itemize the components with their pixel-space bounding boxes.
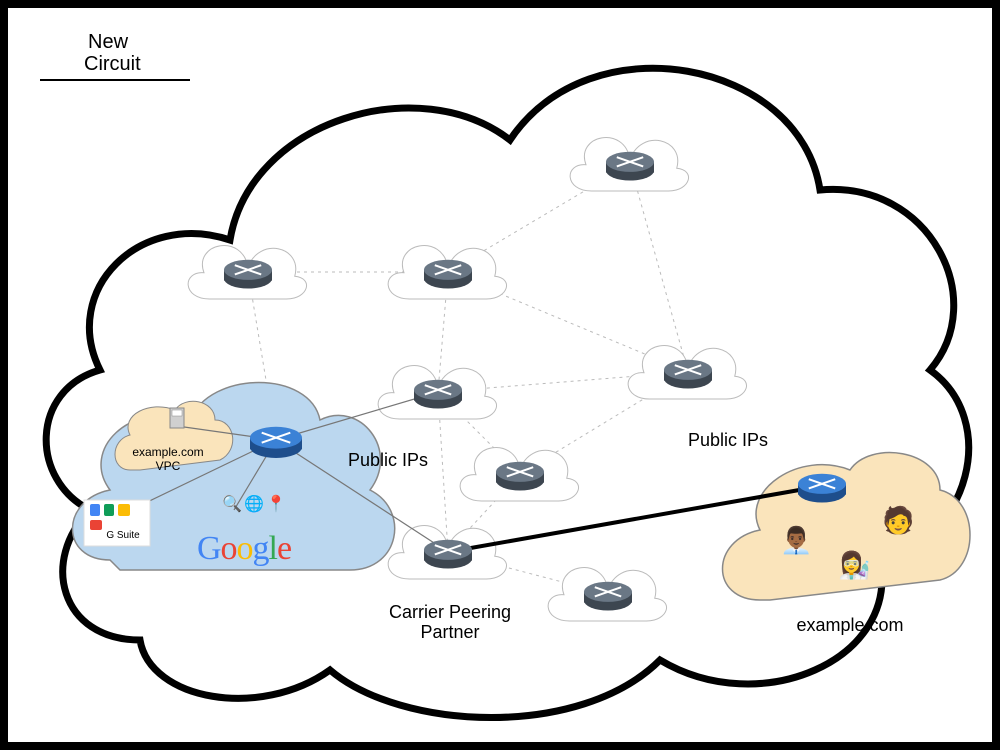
diagram-svg <box>0 0 1000 750</box>
person-icon: 👨🏾‍💼 <box>780 525 812 556</box>
title-line1: New <box>88 30 128 54</box>
title-line2: Circuit <box>84 52 141 76</box>
router-icon <box>224 260 272 289</box>
google-app-icon: 🌐 <box>244 494 264 514</box>
person-icon: 🧑 <box>882 505 914 536</box>
label-carrier2: Partner <box>420 622 479 644</box>
person-icon: 👩‍🔬 <box>838 550 870 581</box>
router-icon <box>798 474 846 503</box>
router-icon <box>250 427 302 458</box>
google-app-icon: 🔍 <box>222 494 242 514</box>
vpc-label2: VPC <box>156 459 181 473</box>
router-icon <box>414 380 462 409</box>
router-icon <box>584 582 632 611</box>
label-carrier1: Carrier Peering <box>389 602 511 624</box>
router-icon <box>496 462 544 491</box>
google-app-icon: 📍 <box>266 494 286 514</box>
label-pubip2: Public IPs <box>688 430 768 452</box>
router-icon <box>606 152 654 181</box>
gsuite-label: G Suite <box>106 530 139 542</box>
gsuite-app-icon <box>90 520 102 530</box>
router-icon <box>424 260 472 289</box>
gsuite-app-icon <box>104 504 114 516</box>
router-icon <box>664 360 712 389</box>
gsuite-app-icon <box>90 504 100 516</box>
router-icon <box>424 540 472 569</box>
vpc-label1: example.com <box>132 445 203 459</box>
label-pubip1: Public IPs <box>348 450 428 472</box>
example-label: example.com <box>796 615 903 637</box>
google-logo: Google <box>197 530 291 568</box>
gsuite-app-icon <box>118 504 130 516</box>
